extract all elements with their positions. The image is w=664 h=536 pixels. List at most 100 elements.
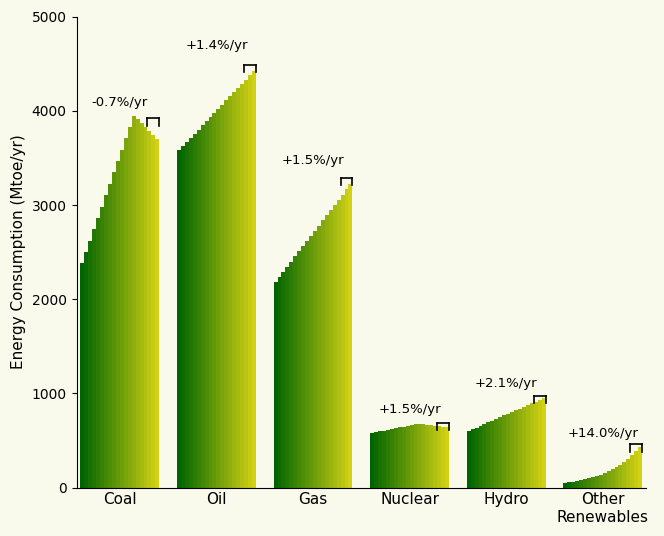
Bar: [228, 96, 232, 488]
Y-axis label: Energy Consumption (Mtoe/yr): Energy Consumption (Mtoe/yr): [11, 135, 26, 369]
Bar: [583, 479, 587, 488]
Bar: [236, 88, 240, 488]
Bar: [607, 471, 611, 488]
Bar: [618, 465, 622, 488]
Bar: [329, 210, 333, 488]
Bar: [248, 76, 252, 488]
Bar: [506, 414, 510, 488]
Bar: [418, 423, 422, 488]
Bar: [80, 263, 84, 488]
Text: +1.5%/yr: +1.5%/yr: [282, 154, 345, 167]
Text: -0.7%/yr: -0.7%/yr: [92, 96, 148, 109]
Bar: [502, 415, 506, 488]
Bar: [406, 426, 410, 488]
Bar: [252, 71, 256, 488]
Bar: [305, 241, 309, 488]
Bar: [177, 151, 181, 488]
Bar: [390, 429, 394, 488]
Bar: [232, 92, 236, 488]
Bar: [437, 426, 441, 488]
Bar: [630, 455, 634, 488]
Bar: [487, 422, 491, 488]
Bar: [216, 109, 220, 488]
Bar: [278, 277, 282, 488]
Bar: [430, 425, 433, 488]
Bar: [208, 117, 212, 488]
Bar: [345, 189, 349, 488]
Bar: [374, 432, 378, 488]
Bar: [317, 226, 321, 488]
Bar: [212, 113, 216, 488]
Bar: [575, 481, 579, 488]
Bar: [414, 425, 418, 488]
Text: +1.4%/yr: +1.4%/yr: [185, 40, 248, 53]
Bar: [286, 267, 290, 488]
Bar: [595, 476, 599, 488]
Bar: [591, 477, 595, 488]
Bar: [120, 150, 124, 488]
Bar: [240, 84, 244, 488]
Bar: [526, 405, 530, 488]
Bar: [571, 482, 575, 488]
Bar: [579, 480, 583, 488]
Bar: [116, 161, 120, 488]
Bar: [422, 424, 426, 488]
Bar: [522, 407, 526, 488]
Bar: [494, 419, 498, 488]
Bar: [92, 229, 96, 488]
Bar: [224, 100, 228, 488]
Bar: [135, 120, 139, 488]
Bar: [498, 417, 502, 488]
Bar: [471, 429, 475, 488]
Bar: [587, 478, 591, 488]
Bar: [382, 430, 386, 488]
Bar: [341, 195, 345, 488]
Bar: [131, 116, 135, 488]
Bar: [301, 246, 305, 488]
Bar: [297, 251, 301, 488]
Bar: [274, 282, 278, 488]
Bar: [530, 404, 534, 488]
Bar: [614, 467, 618, 488]
Bar: [181, 146, 185, 488]
Bar: [475, 428, 479, 488]
Bar: [139, 123, 143, 488]
Bar: [321, 220, 325, 488]
Text: +2.1%/yr: +2.1%/yr: [475, 377, 537, 390]
Bar: [282, 272, 286, 488]
Bar: [108, 184, 112, 488]
Bar: [510, 412, 514, 488]
Bar: [309, 236, 313, 488]
Bar: [622, 462, 626, 488]
Bar: [147, 131, 151, 488]
Bar: [313, 230, 317, 488]
Bar: [104, 195, 108, 488]
Text: +1.5%/yr: +1.5%/yr: [378, 403, 441, 416]
Bar: [185, 142, 189, 488]
Bar: [626, 459, 630, 488]
Bar: [84, 252, 88, 488]
Bar: [638, 447, 642, 488]
Bar: [410, 425, 414, 488]
Bar: [483, 424, 487, 488]
Bar: [599, 474, 603, 488]
Bar: [112, 173, 116, 488]
Bar: [370, 433, 374, 488]
Bar: [491, 421, 494, 488]
Text: +14.0%/yr: +14.0%/yr: [567, 427, 638, 440]
Bar: [337, 200, 341, 488]
Bar: [634, 451, 638, 488]
Bar: [611, 470, 614, 488]
Bar: [325, 215, 329, 488]
Bar: [433, 426, 437, 488]
Bar: [386, 430, 390, 488]
Bar: [479, 426, 483, 488]
Bar: [534, 401, 538, 488]
Bar: [514, 410, 518, 488]
Bar: [220, 105, 224, 488]
Bar: [290, 262, 293, 488]
Bar: [441, 427, 445, 488]
Bar: [244, 79, 248, 488]
Bar: [151, 135, 155, 488]
Bar: [124, 138, 127, 488]
